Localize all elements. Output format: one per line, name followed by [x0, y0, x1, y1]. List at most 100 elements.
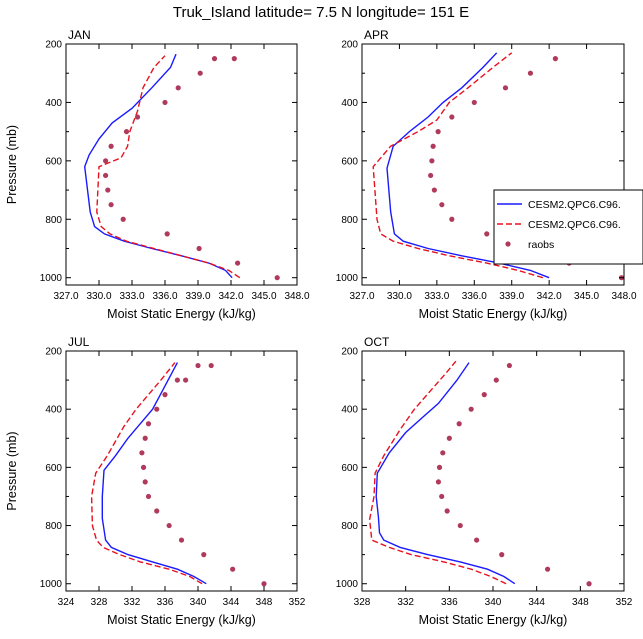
ytick-label: 400 — [341, 98, 358, 109]
legend: CESM2.QPC6.C96. CESM2.QPC6.C96. raobs — [493, 189, 643, 265]
xtick-label: 345.0 — [251, 291, 276, 302]
model1-line — [386, 52, 550, 279]
raobs-point — [134, 114, 141, 120]
model2-line — [96, 55, 241, 279]
ytick-label: 600 — [45, 156, 62, 167]
raobs-point — [444, 508, 450, 514]
raobs-point — [196, 245, 202, 252]
raobs-point — [544, 566, 551, 572]
xtick-label: 333.0 — [424, 291, 449, 302]
raobs-point — [493, 377, 499, 383]
xtick-label: 344 — [528, 597, 545, 608]
xtick-label: 327.0 — [349, 291, 374, 302]
xtick-label: 328 — [91, 597, 108, 608]
raobs-point — [183, 377, 189, 383]
raobs-point — [140, 464, 147, 470]
ytick-label: 600 — [341, 156, 358, 167]
raobs-point — [449, 216, 455, 222]
ytick-label: 200 — [341, 40, 358, 51]
raobs-point — [552, 56, 558, 62]
xtick-label: 330.0 — [86, 291, 111, 302]
raobs-point — [103, 158, 109, 164]
plot-frame — [361, 350, 625, 592]
raobs-point — [435, 479, 442, 485]
panel-title: APR — [364, 28, 389, 42]
plot-frame — [65, 43, 298, 286]
ytick-label: 600 — [341, 463, 358, 474]
ytick-label: 400 — [341, 405, 358, 416]
legend-marker — [505, 241, 511, 247]
figure-title: Truk_Island latitude= 7.5 N longitude= 1… — [173, 4, 469, 21]
legend-label: raobs — [528, 239, 554, 251]
raobs-point — [231, 56, 237, 62]
xtick-label: 328 — [354, 597, 371, 608]
xtick-label: 342.0 — [537, 291, 562, 302]
xtick-label: 348.0 — [611, 291, 636, 302]
raobs-point — [274, 275, 280, 281]
raobs-point — [105, 187, 111, 193]
raobs-point — [446, 435, 452, 441]
raobs-point — [431, 187, 437, 193]
xtick-label: 348 — [256, 597, 273, 608]
raobs-point — [164, 231, 170, 237]
panel-title: OCT — [364, 335, 390, 349]
xtick-label: 340 — [485, 597, 502, 608]
model1-line — [83, 53, 233, 279]
ytick-label: 1000 — [336, 579, 359, 590]
ytick-label: 200 — [341, 347, 358, 358]
xtick-label: 327.0 — [53, 291, 78, 302]
x-axis-label: Moist Static Energy (kJ/kg) — [107, 307, 256, 321]
xtick-label: 344 — [223, 597, 240, 608]
panel-jan: 200 400 600 800 1000 327.0 330.0 333.0 336.0 339.… — [5, 28, 310, 321]
raobs-point — [449, 114, 455, 120]
ytick-label: 800 — [341, 521, 358, 532]
raobs-point — [586, 581, 592, 587]
raobs-point — [142, 435, 148, 441]
raobs-point — [108, 143, 114, 149]
raobs-point — [481, 392, 487, 398]
panel-jul: 200 400 600 800 1000 324 328 332 336 340 344 348 352… — [5, 335, 306, 627]
ytick-label: 200 — [45, 347, 62, 358]
xtick-label: 332 — [124, 597, 141, 608]
model2-line — [368, 360, 507, 585]
raobs-point — [201, 552, 207, 558]
xtick-label: 336.0 — [152, 291, 177, 302]
raobs-point — [145, 493, 152, 500]
raobs-point — [428, 172, 434, 179]
y-axis-label: Pressure (mb) — [5, 125, 19, 204]
raobs-point — [527, 70, 534, 76]
ytick-label: 600 — [45, 463, 62, 474]
raobs-point — [195, 362, 201, 369]
raobs-point — [208, 362, 214, 369]
raobs-point — [230, 566, 236, 572]
raobs-point — [468, 406, 474, 412]
raobs-point — [436, 464, 443, 470]
xtick-label: 340 — [190, 597, 207, 608]
ytick-label: 800 — [341, 215, 358, 226]
raobs-point — [456, 421, 462, 427]
xtick-label: 348 — [572, 597, 589, 608]
raobs-point — [108, 202, 114, 208]
raobs-point — [145, 421, 152, 427]
raobs-point — [429, 158, 435, 164]
panel-oct: 200 400 600 800 1000 328 332 336 340 344 348 352 OCT… — [336, 335, 633, 627]
xtick-label: 333.0 — [119, 291, 144, 302]
ytick-label: 1000 — [336, 273, 359, 284]
panel-apr: 200 400 600 800 1000 327.0 330.0 333.0 336.0 339.… — [336, 28, 637, 321]
ytick-label: 400 — [45, 405, 62, 416]
raobs-point — [435, 129, 441, 135]
raobs-point — [175, 85, 181, 91]
raobs-point — [178, 537, 185, 543]
raobs-point — [120, 216, 126, 222]
x-axis-label: Moist Static Energy (kJ/kg) — [419, 613, 568, 627]
xtick-label: 324 — [58, 597, 75, 608]
ytick-label: 200 — [45, 40, 62, 51]
raobs-point — [430, 143, 436, 149]
raobs-point — [474, 537, 480, 543]
ytick-label: 1000 — [40, 273, 63, 284]
xtick-label: 332 — [397, 597, 414, 608]
xtick-label: 339.0 — [185, 291, 210, 302]
model2-line — [372, 52, 544, 279]
legend-label: CESM2.QPC6.C96. — [528, 219, 621, 231]
model1-line — [101, 362, 207, 585]
